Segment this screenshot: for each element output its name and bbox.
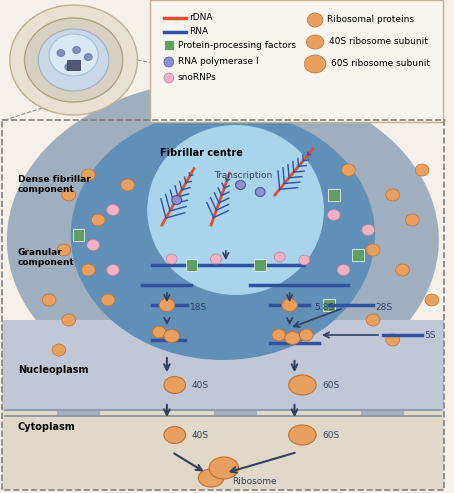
Ellipse shape bbox=[341, 164, 355, 176]
Ellipse shape bbox=[167, 254, 177, 264]
Ellipse shape bbox=[405, 214, 419, 226]
FancyBboxPatch shape bbox=[2, 320, 444, 490]
Text: Ribosomal proteins: Ribosomal proteins bbox=[327, 15, 414, 25]
Ellipse shape bbox=[101, 294, 115, 306]
Ellipse shape bbox=[57, 49, 65, 57]
Bar bbox=[164, 40, 174, 50]
Ellipse shape bbox=[87, 240, 99, 250]
Bar bbox=[2, 410, 444, 490]
Bar bbox=[67, 60, 80, 70]
Ellipse shape bbox=[198, 469, 224, 487]
Ellipse shape bbox=[159, 298, 175, 312]
Ellipse shape bbox=[386, 189, 400, 201]
Text: Fibrillar centre: Fibrillar centre bbox=[160, 148, 243, 158]
Text: 60S ribosome subunit: 60S ribosome subunit bbox=[331, 60, 430, 69]
Text: 40S: 40S bbox=[192, 381, 208, 389]
FancyBboxPatch shape bbox=[150, 0, 443, 122]
Ellipse shape bbox=[211, 254, 222, 264]
Ellipse shape bbox=[307, 13, 323, 27]
Text: snoRNPs: snoRNPs bbox=[178, 73, 217, 82]
Ellipse shape bbox=[386, 334, 400, 346]
Bar bbox=[323, 299, 335, 311]
Text: 40S ribosome subunit: 40S ribosome subunit bbox=[329, 37, 428, 46]
Text: 60S: 60S bbox=[322, 381, 339, 389]
Text: Protein-processing factors: Protein-processing factors bbox=[178, 40, 296, 49]
Ellipse shape bbox=[71, 110, 375, 360]
Ellipse shape bbox=[337, 265, 350, 276]
Text: 60S: 60S bbox=[322, 430, 339, 439]
Text: RNA: RNA bbox=[189, 28, 208, 36]
Ellipse shape bbox=[164, 73, 174, 83]
Ellipse shape bbox=[289, 375, 316, 395]
Bar bbox=[73, 229, 84, 241]
Ellipse shape bbox=[49, 34, 98, 76]
Ellipse shape bbox=[272, 329, 286, 341]
Ellipse shape bbox=[73, 46, 80, 54]
Ellipse shape bbox=[164, 57, 174, 67]
Ellipse shape bbox=[152, 326, 166, 338]
Text: 40S: 40S bbox=[192, 430, 208, 439]
Ellipse shape bbox=[164, 426, 186, 444]
Ellipse shape bbox=[107, 265, 119, 276]
Ellipse shape bbox=[282, 298, 297, 312]
Ellipse shape bbox=[299, 255, 310, 265]
Ellipse shape bbox=[425, 294, 439, 306]
Ellipse shape bbox=[236, 180, 246, 189]
Ellipse shape bbox=[164, 329, 180, 343]
Text: RNA polymerase I: RNA polymerase I bbox=[178, 58, 258, 67]
Ellipse shape bbox=[52, 344, 66, 356]
Ellipse shape bbox=[306, 35, 324, 49]
Ellipse shape bbox=[10, 5, 138, 115]
Ellipse shape bbox=[289, 425, 316, 445]
Bar bbox=[328, 189, 340, 201]
Text: Cytoplasm: Cytoplasm bbox=[18, 422, 75, 432]
Text: 28S: 28S bbox=[375, 303, 392, 312]
Ellipse shape bbox=[395, 264, 410, 276]
Ellipse shape bbox=[255, 187, 265, 197]
Ellipse shape bbox=[172, 196, 182, 205]
Text: rDNA: rDNA bbox=[189, 13, 213, 23]
Bar bbox=[186, 259, 197, 271]
Ellipse shape bbox=[42, 294, 56, 306]
Ellipse shape bbox=[38, 29, 109, 91]
Ellipse shape bbox=[274, 252, 285, 262]
Ellipse shape bbox=[81, 264, 95, 276]
Ellipse shape bbox=[285, 331, 301, 345]
Ellipse shape bbox=[121, 179, 134, 191]
Ellipse shape bbox=[107, 205, 119, 215]
Ellipse shape bbox=[7, 80, 439, 400]
Text: Granular
component: Granular component bbox=[18, 248, 74, 267]
Ellipse shape bbox=[209, 457, 238, 479]
Ellipse shape bbox=[57, 244, 71, 256]
Ellipse shape bbox=[62, 314, 75, 326]
Text: 5S: 5S bbox=[424, 331, 435, 341]
Text: 5.8S: 5.8S bbox=[314, 303, 334, 312]
Ellipse shape bbox=[65, 64, 73, 70]
Ellipse shape bbox=[362, 224, 375, 236]
Ellipse shape bbox=[164, 377, 186, 393]
Text: 18S: 18S bbox=[189, 303, 207, 312]
Text: Nucleoplasm: Nucleoplasm bbox=[18, 365, 88, 375]
Ellipse shape bbox=[147, 125, 324, 295]
Ellipse shape bbox=[366, 244, 380, 256]
Ellipse shape bbox=[415, 164, 429, 176]
Ellipse shape bbox=[91, 214, 105, 226]
Ellipse shape bbox=[366, 314, 380, 326]
Ellipse shape bbox=[62, 189, 75, 201]
Ellipse shape bbox=[304, 55, 326, 73]
Ellipse shape bbox=[327, 210, 340, 220]
Ellipse shape bbox=[84, 54, 92, 61]
Text: Dense fibrillar
component: Dense fibrillar component bbox=[18, 175, 90, 194]
Bar bbox=[352, 249, 364, 261]
Text: Ribosome: Ribosome bbox=[232, 478, 276, 487]
Text: Transcription: Transcription bbox=[214, 171, 272, 179]
Ellipse shape bbox=[25, 18, 123, 102]
Ellipse shape bbox=[81, 169, 95, 181]
Bar bbox=[254, 259, 266, 271]
Ellipse shape bbox=[299, 329, 313, 341]
